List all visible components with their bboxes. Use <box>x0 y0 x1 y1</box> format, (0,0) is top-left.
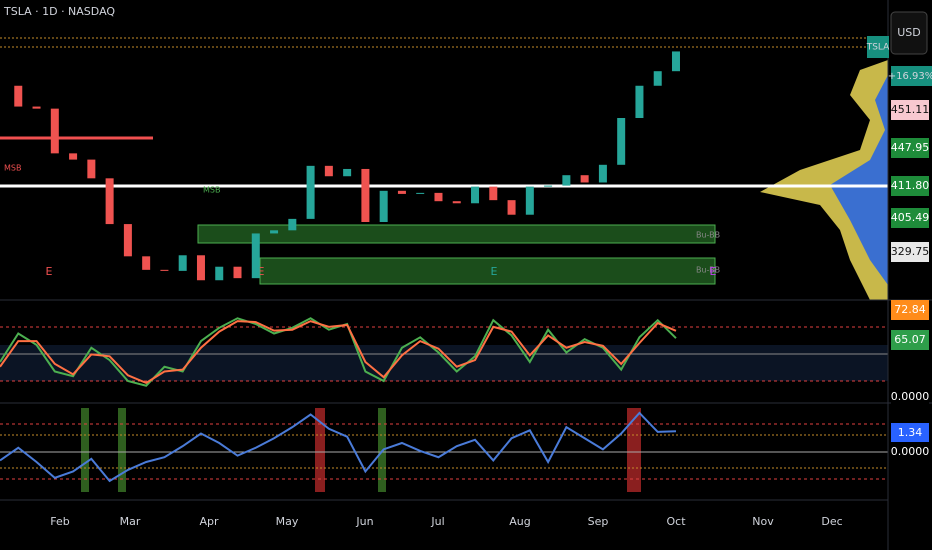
price-label: 0.0000 <box>891 390 930 403</box>
price-tag <box>891 442 929 462</box>
candle <box>105 178 114 225</box>
candle <box>635 85 644 118</box>
candle <box>69 153 78 160</box>
annotation: Bu-BB <box>696 266 720 275</box>
candle <box>434 192 443 202</box>
volume-profile <box>830 75 888 285</box>
candle <box>452 201 461 204</box>
price-label: 65.07 <box>894 333 926 346</box>
candle <box>215 266 224 281</box>
annotation: E <box>46 265 53 278</box>
price-label: 0.0000 <box>891 445 930 458</box>
price-tag <box>891 242 929 262</box>
price-label: 447.95 <box>891 141 930 154</box>
candle <box>544 185 553 187</box>
price-tag <box>891 138 929 158</box>
signal <box>81 408 89 492</box>
candle <box>14 85 23 107</box>
candle <box>306 165 315 219</box>
candle <box>251 233 260 279</box>
candle <box>416 192 425 194</box>
change-tag <box>891 66 932 86</box>
candle <box>617 118 626 165</box>
price-tag <box>891 387 929 407</box>
candle <box>489 186 498 201</box>
signal <box>627 408 641 492</box>
candle <box>160 269 169 271</box>
candle <box>32 106 41 109</box>
price-tag <box>891 100 929 120</box>
x-tick-label: Jun <box>355 515 373 528</box>
candle <box>178 255 187 271</box>
x-tick-label: Dec <box>821 515 842 528</box>
zone <box>259 257 716 285</box>
signal <box>315 408 325 492</box>
price-label: 329.75 <box>891 245 930 258</box>
annotation: E <box>491 265 498 278</box>
title: TSLA · 1D · NASDAQ <box>3 5 115 18</box>
candle <box>507 200 516 215</box>
candle <box>123 224 132 257</box>
candle <box>397 190 406 194</box>
candle <box>233 266 242 279</box>
candle <box>142 256 151 270</box>
candle <box>324 165 333 177</box>
x-tick-label: Feb <box>50 515 69 528</box>
candle <box>653 71 662 86</box>
candle <box>562 175 571 186</box>
annotation: Bu-BB <box>696 231 720 240</box>
volume-profile <box>760 60 888 300</box>
x-tick-label: Oct <box>666 515 686 528</box>
candle <box>471 186 480 204</box>
candle <box>379 190 388 222</box>
price-label: 451.11 <box>891 103 930 116</box>
price-tag <box>891 423 929 443</box>
currency[interactable]: USD <box>897 26 921 39</box>
candle <box>525 186 534 215</box>
price-label: 405.49 <box>891 211 930 224</box>
symbol: TSLA <box>866 43 890 53</box>
price-tag <box>891 208 929 228</box>
price-tag <box>891 176 929 196</box>
currency-button[interactable] <box>890 11 928 55</box>
candle <box>361 168 370 222</box>
x-tick-label: Sep <box>588 515 609 528</box>
price-label: 411.80 <box>891 179 930 192</box>
x-tick-label: May <box>276 515 299 528</box>
candle <box>598 164 607 183</box>
x-tick-label: Mar <box>120 515 141 528</box>
candle <box>50 108 59 154</box>
line <box>0 320 677 385</box>
candle <box>196 255 205 281</box>
change: +16.93% <box>888 71 932 82</box>
annotation: E <box>258 265 265 278</box>
symbol-tag <box>867 36 889 58</box>
candle <box>87 159 96 179</box>
price-tag <box>891 330 929 350</box>
x-tick-label: Jul <box>430 515 444 528</box>
band <box>0 345 888 381</box>
x-tick-label: Aug <box>509 515 530 528</box>
price-tag <box>891 300 929 320</box>
annotation: E <box>710 265 717 278</box>
price-label: 1.34 <box>898 426 923 439</box>
price-label: 72.84 <box>894 303 926 316</box>
candle <box>671 51 680 72</box>
line <box>0 411 677 483</box>
candle <box>270 230 279 234</box>
annotation: MSB <box>203 186 220 195</box>
candle <box>343 168 352 177</box>
annotation: MSB <box>4 164 21 173</box>
candle <box>580 175 589 183</box>
zone <box>197 224 716 244</box>
signal <box>118 408 126 492</box>
candle <box>288 218 297 231</box>
x-tick-label: Apr <box>199 515 219 528</box>
x-tick-label: Nov <box>752 515 774 528</box>
